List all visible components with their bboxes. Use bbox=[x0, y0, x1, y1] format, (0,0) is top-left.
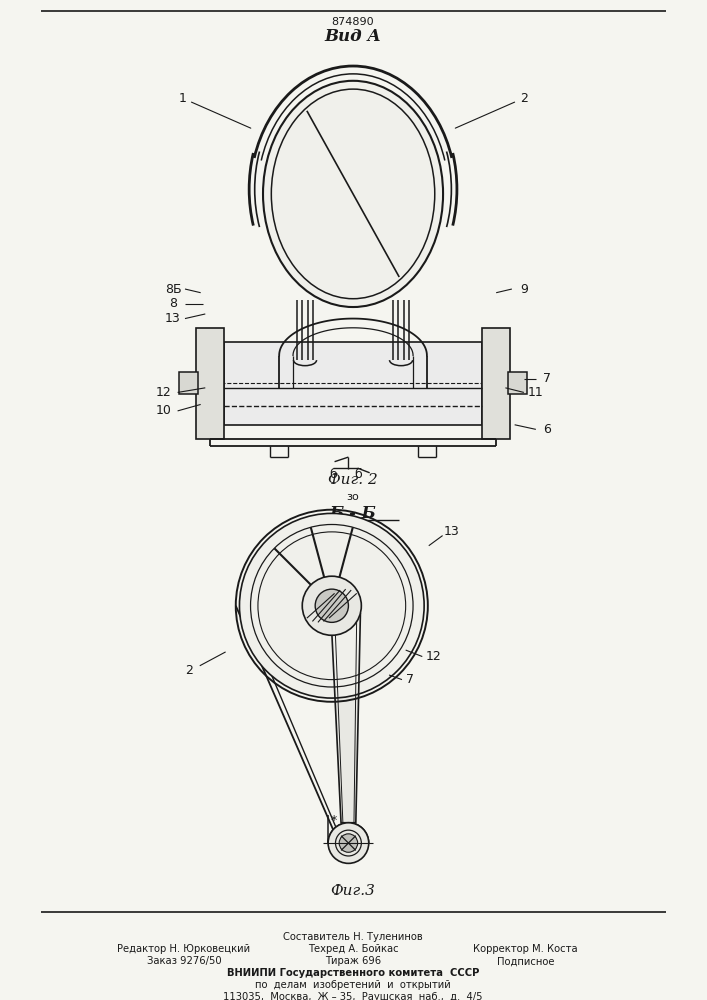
Text: Фиг.3: Фиг.3 bbox=[331, 884, 375, 898]
Polygon shape bbox=[331, 613, 361, 823]
Text: 2: 2 bbox=[185, 664, 192, 677]
Text: Б - Б: Б - Б bbox=[329, 505, 376, 522]
Bar bbox=[482, 328, 510, 439]
Text: Тираж 696: Тираж 696 bbox=[325, 956, 381, 966]
Text: 13: 13 bbox=[444, 525, 460, 538]
Text: 12: 12 bbox=[426, 650, 441, 663]
Bar bbox=[223, 342, 482, 425]
Text: Фиг. 2: Фиг. 2 bbox=[328, 473, 378, 487]
Text: б: б bbox=[329, 468, 337, 481]
Text: Корректор М. Коста: Корректор М. Коста bbox=[474, 944, 578, 954]
Text: 11: 11 bbox=[528, 386, 544, 399]
Text: 1: 1 bbox=[178, 92, 251, 128]
Text: 874890: 874890 bbox=[332, 17, 374, 27]
Text: *: * bbox=[330, 814, 337, 827]
Ellipse shape bbox=[303, 576, 361, 635]
Text: Вид А: Вид А bbox=[325, 28, 382, 45]
Text: 8: 8 bbox=[169, 297, 177, 310]
Text: 12: 12 bbox=[156, 386, 172, 399]
Text: Составитель Н. Туленинов: Составитель Н. Туленинов bbox=[284, 932, 423, 942]
Text: 10: 10 bbox=[156, 404, 172, 417]
Text: 9: 9 bbox=[520, 283, 528, 296]
Bar bbox=[180, 372, 198, 394]
Text: Заказ 9276/50: Заказ 9276/50 bbox=[147, 956, 221, 966]
Text: ВНИИПИ Государственного комитета  СССР: ВНИИПИ Государственного комитета СССР bbox=[227, 968, 479, 978]
Ellipse shape bbox=[240, 513, 424, 698]
Ellipse shape bbox=[315, 589, 349, 622]
Text: 6: 6 bbox=[543, 423, 551, 436]
Text: зо: зо bbox=[346, 492, 359, 502]
Ellipse shape bbox=[339, 834, 358, 852]
Text: 7: 7 bbox=[407, 673, 414, 686]
Bar bbox=[196, 328, 223, 439]
Text: 7: 7 bbox=[543, 372, 551, 385]
Ellipse shape bbox=[263, 81, 443, 307]
Bar bbox=[508, 372, 527, 394]
Text: по  делам  изобретений  и  открытий: по делам изобретений и открытий bbox=[255, 980, 451, 990]
Text: 2: 2 bbox=[455, 92, 528, 128]
Text: б: б bbox=[354, 468, 361, 481]
Text: 13: 13 bbox=[165, 312, 181, 325]
Text: Техред А. Бойкас: Техред А. Бойкас bbox=[308, 944, 398, 954]
Text: 8Б: 8Б bbox=[165, 283, 181, 296]
Text: Редактор Н. Юрковецкий: Редактор Н. Юрковецкий bbox=[117, 944, 250, 954]
Text: Подписное: Подписное bbox=[497, 956, 554, 966]
Ellipse shape bbox=[328, 823, 369, 863]
Text: 113035,  Москва,  Ж – 35,  Раушская  наб.,  д.  4/5: 113035, Москва, Ж – 35, Раушская наб., д… bbox=[223, 992, 483, 1000]
